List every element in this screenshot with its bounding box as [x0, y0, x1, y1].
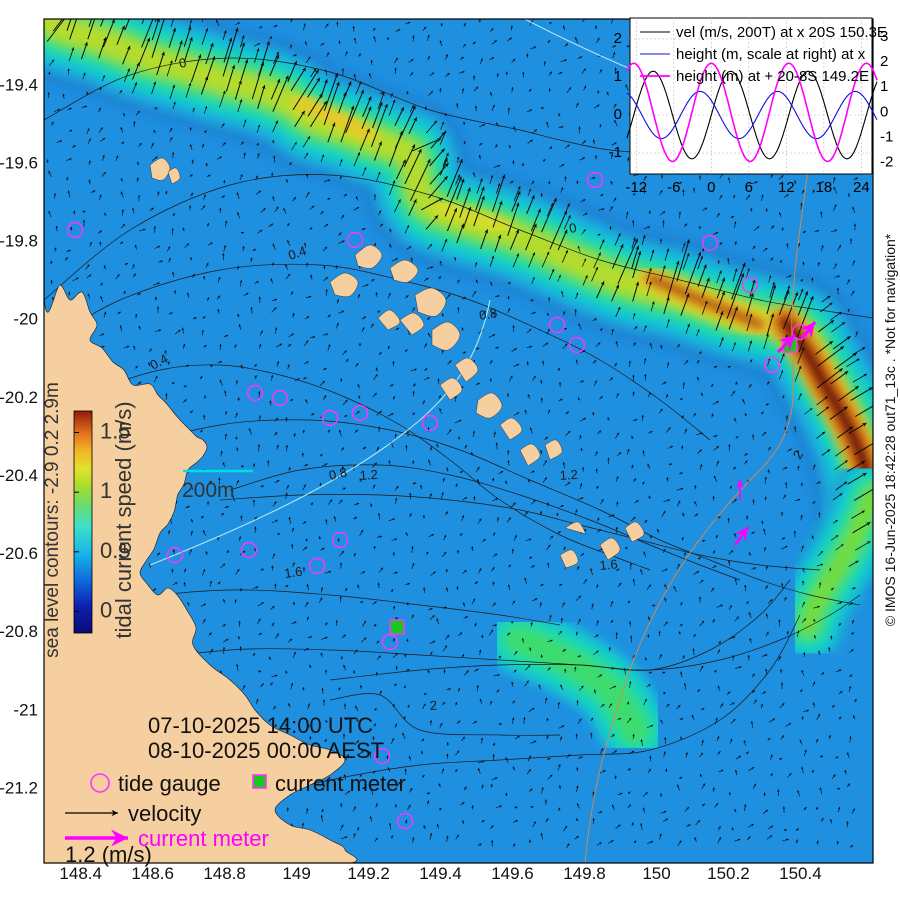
- svg-text:1.2 (m/s): 1.2 (m/s): [65, 842, 152, 867]
- svg-text:-12: -12: [625, 179, 647, 196]
- svg-text:1.2: 1.2: [559, 467, 578, 483]
- svg-text:height (m) at + 20-8S 149.2E: height (m) at + 20-8S 149.2E: [676, 68, 869, 85]
- svg-text:-1: -1: [609, 144, 622, 161]
- svg-text:149.8: 149.8: [563, 864, 606, 883]
- svg-text:12: 12: [778, 179, 795, 196]
- svg-text:tide gauge: tide gauge: [118, 771, 221, 796]
- svg-text:1: 1: [614, 68, 622, 85]
- svg-text:-20.8: -20.8: [0, 622, 38, 641]
- svg-text:150: 150: [642, 864, 670, 883]
- svg-text:-19.4: -19.4: [0, 75, 38, 94]
- svg-text:149.4: 149.4: [419, 864, 462, 883]
- svg-text:0.8: 0.8: [478, 305, 498, 323]
- svg-text:6: 6: [745, 179, 753, 196]
- svg-text:0: 0: [614, 106, 622, 123]
- svg-text:-2: -2: [880, 154, 893, 171]
- svg-text:150.2: 150.2: [707, 864, 750, 883]
- svg-text:0: 0: [707, 179, 715, 196]
- svg-text:velocity: velocity: [128, 801, 201, 826]
- svg-text:1: 1: [880, 78, 888, 95]
- svg-text:2: 2: [880, 53, 888, 70]
- svg-text:149.2: 149.2: [347, 864, 390, 883]
- svg-text:1.2: 1.2: [359, 467, 378, 483]
- svg-text:149: 149: [282, 864, 310, 883]
- svg-text:2: 2: [429, 698, 437, 713]
- svg-text:-21.2: -21.2: [0, 778, 38, 797]
- svg-text:1.6: 1.6: [283, 564, 303, 581]
- svg-text:-21: -21: [13, 700, 38, 719]
- svg-text:sea level contours: -2.9 0.2 2: sea level contours: -2.9 0.2 2.9m: [42, 382, 63, 658]
- svg-text:height (m, scale at right) at: height (m, scale at right) at x: [676, 46, 866, 63]
- svg-text:-19.6: -19.6: [0, 153, 38, 172]
- svg-text:-19.8: -19.8: [0, 232, 38, 251]
- svg-text:07-10-2025 14:00 UTC: 07-10-2025 14:00 UTC: [148, 713, 373, 738]
- svg-text:vel (m/s, 200T) at x 20S 150.3: vel (m/s, 200T) at x 20S 150.3E: [676, 24, 887, 41]
- svg-text:-20.2: -20.2: [0, 388, 38, 407]
- svg-text:149.6: 149.6: [491, 864, 534, 883]
- svg-text:200m: 200m: [182, 479, 235, 502]
- svg-text:-20.6: -20.6: [0, 544, 38, 563]
- svg-text:tidal current speed (m/s): tidal current speed (m/s): [111, 401, 136, 638]
- svg-text:24: 24: [853, 179, 870, 196]
- svg-text:2: 2: [614, 30, 622, 47]
- svg-text:18: 18: [816, 179, 833, 196]
- svg-text:-6: -6: [667, 179, 680, 196]
- svg-text:current meter: current meter: [275, 771, 406, 796]
- svg-text:-20.4: -20.4: [0, 466, 38, 485]
- svg-text:© IMOS 16-Jun-2025 18:42:28 ou: © IMOS 16-Jun-2025 18:42:28 out71_13c . …: [882, 233, 898, 626]
- svg-text:-1: -1: [880, 129, 893, 146]
- svg-text:-20: -20: [13, 310, 38, 329]
- svg-text:0: 0: [880, 103, 888, 120]
- svg-text:08-10-2025 00:00 AEST: 08-10-2025 00:00 AEST: [148, 738, 384, 763]
- svg-text:150.4: 150.4: [779, 864, 822, 883]
- svg-text:current meter: current meter: [138, 826, 269, 851]
- svg-text:148.8: 148.8: [203, 864, 246, 883]
- svg-text:1.6: 1.6: [599, 556, 618, 573]
